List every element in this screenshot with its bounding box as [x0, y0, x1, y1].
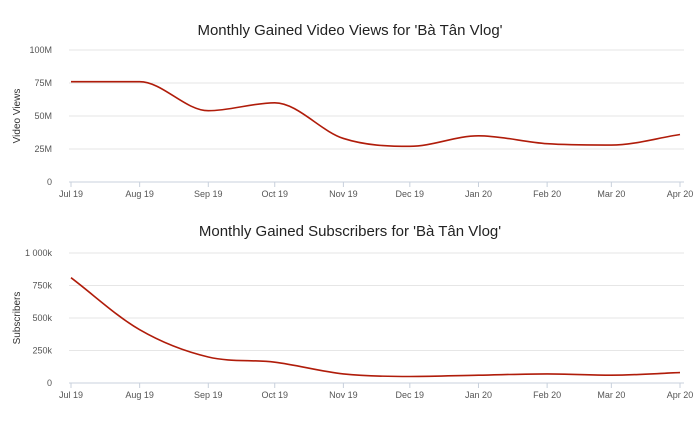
x-tick-label: Oct 19 [261, 390, 288, 400]
x-tick-label: Apr 20 [667, 189, 694, 199]
y-tick-label: 750k [32, 281, 52, 291]
x-tick-label: Sep 19 [194, 189, 223, 199]
x-tick-label: Jan 20 [465, 189, 492, 199]
series-line-subscribers [70, 277, 681, 378]
x-tick-label: Mar 20 [597, 189, 625, 199]
x-tick-label: Jan 20 [465, 390, 492, 400]
y-tick-label: 75M [34, 78, 52, 88]
x-tick-label: Aug 19 [125, 189, 154, 199]
x-tick-label: Feb 20 [533, 189, 561, 199]
y-axis-title: Video Views [12, 89, 23, 144]
series-line-video-views [70, 80, 681, 148]
x-tick-label: Jul 19 [59, 390, 83, 400]
chart-title: Monthly Gained Video Views for 'Bà Tân V… [197, 22, 502, 39]
x-tick-label: Oct 19 [261, 189, 288, 199]
y-tick-label: 500k [32, 313, 52, 323]
x-tick-label: Dec 19 [396, 189, 425, 199]
x-tick-label: Apr 20 [667, 390, 694, 400]
y-tick-label: 25M [34, 144, 52, 154]
y-tick-label: 250k [32, 346, 52, 356]
x-tick-label: Sep 19 [194, 390, 223, 400]
y-tick-label: 50M [34, 111, 52, 121]
x-tick-label: Aug 19 [125, 390, 154, 400]
x-tick-label: Nov 19 [329, 390, 358, 400]
y-tick-label: 0 [47, 378, 52, 388]
chart-title: Monthly Gained Subscribers for 'Bà Tân V… [199, 223, 501, 240]
y-tick-label: 1 000k [25, 248, 53, 258]
y-axis-title: Subscribers [12, 292, 23, 345]
x-tick-label: Mar 20 [597, 390, 625, 400]
y-tick-label: 100M [29, 45, 52, 55]
x-tick-label: Feb 20 [533, 390, 561, 400]
y-tick-label: 0 [47, 177, 52, 187]
x-tick-label: Jul 19 [59, 189, 83, 199]
x-tick-label: Nov 19 [329, 189, 358, 199]
x-tick-label: Dec 19 [396, 390, 425, 400]
